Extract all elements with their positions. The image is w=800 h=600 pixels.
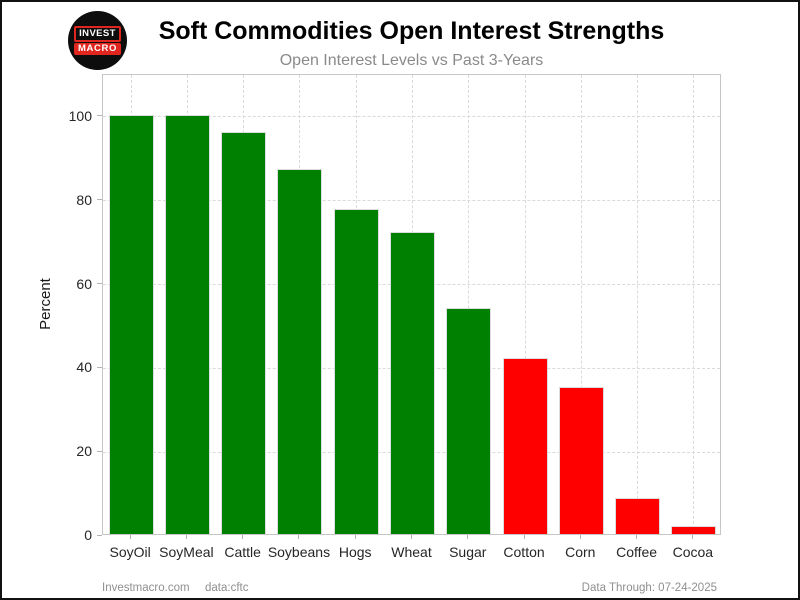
logo-macro-text: MACRO	[74, 43, 121, 55]
x-tick-label-hogs: Hogs	[338, 544, 372, 560]
y-tick-mark	[97, 283, 102, 285]
x-tick-mark	[636, 535, 638, 539]
x-tick-mark	[692, 535, 694, 539]
footer-data-source: data:cftc	[205, 582, 249, 594]
y-tick-mark	[97, 366, 102, 368]
bar-hogs	[333, 209, 379, 534]
v-gridline	[468, 75, 470, 534]
x-tick-label-sugar: Sugar	[449, 544, 487, 560]
bar-cattle	[221, 131, 267, 534]
page-title: Soft Commodities Open Interest Strengths	[158, 17, 665, 45]
v-gridline	[580, 75, 582, 534]
bar-cotton	[502, 357, 548, 534]
bar-wheat	[390, 232, 435, 534]
y-tick-mark	[97, 450, 102, 452]
investmacro-logo: INVEST MACRO	[68, 11, 127, 70]
plot-area	[102, 74, 721, 535]
x-tick-label-cotton: Cotton	[503, 544, 545, 560]
y-tick-label: 60	[76, 275, 92, 292]
chart-region: 0 20 40 60 80 100 SoyOil SoyMeal Cattle Soybeans H…	[69, 74, 721, 560]
bar-soyoil	[108, 114, 154, 534]
x-tick-mark	[185, 535, 187, 539]
bar-coffee	[615, 498, 661, 534]
y-tick-label: 0	[84, 527, 92, 543]
y-tick-mark	[97, 199, 102, 201]
x-tick-mark	[129, 535, 131, 539]
y-tick-mark	[97, 534, 102, 536]
x-tick-mark	[242, 535, 244, 539]
page-subtitle: Open Interest Levels vs Past 3-Years	[279, 52, 544, 69]
bar-soymeal	[164, 114, 210, 534]
y-tick-label: 80	[76, 191, 92, 208]
y-tick-label: 20	[76, 443, 92, 460]
x-tick-label-soymeal: SoyMeal	[159, 544, 214, 560]
bar-corn	[558, 387, 604, 534]
h-gridline	[103, 200, 720, 202]
bar-sugar	[446, 307, 492, 534]
y-tick-mark	[97, 115, 102, 117]
x-tick-mark	[523, 535, 525, 539]
x-tick-label-cocoa: Cocoa	[672, 544, 714, 560]
x-tick-mark	[467, 535, 469, 539]
v-gridline	[637, 75, 639, 534]
x-tick-label-cattle: Cattle	[224, 544, 261, 560]
v-gridline	[693, 75, 695, 534]
y-tick-label: 40	[76, 359, 92, 376]
y-axis-title: Percent	[37, 278, 54, 330]
x-tick-label-soybeans: Soybeans	[267, 544, 331, 560]
logo-invest-text: INVEST	[74, 26, 121, 42]
x-tick-label-wheat: Wheat	[391, 544, 432, 560]
footer-site-text: Investmacro.com	[102, 582, 190, 594]
x-tick-mark	[411, 535, 412, 539]
x-tick-label-coffee: Coffee	[616, 544, 658, 560]
bar-cocoa	[671, 525, 717, 534]
v-gridline	[524, 75, 526, 534]
x-tick-label-soyoil: SoyOil	[109, 544, 151, 560]
footer-data-through: Data Through: 07-24-2025	[581, 582, 717, 594]
bar-soybeans	[277, 169, 323, 534]
x-tick-mark	[354, 535, 356, 539]
x-tick-mark	[298, 535, 300, 539]
y-tick-label: 100	[68, 107, 92, 124]
x-tick-label-corn: Corn	[565, 544, 596, 560]
x-tick-mark	[579, 535, 581, 539]
h-gridline	[103, 116, 720, 118]
